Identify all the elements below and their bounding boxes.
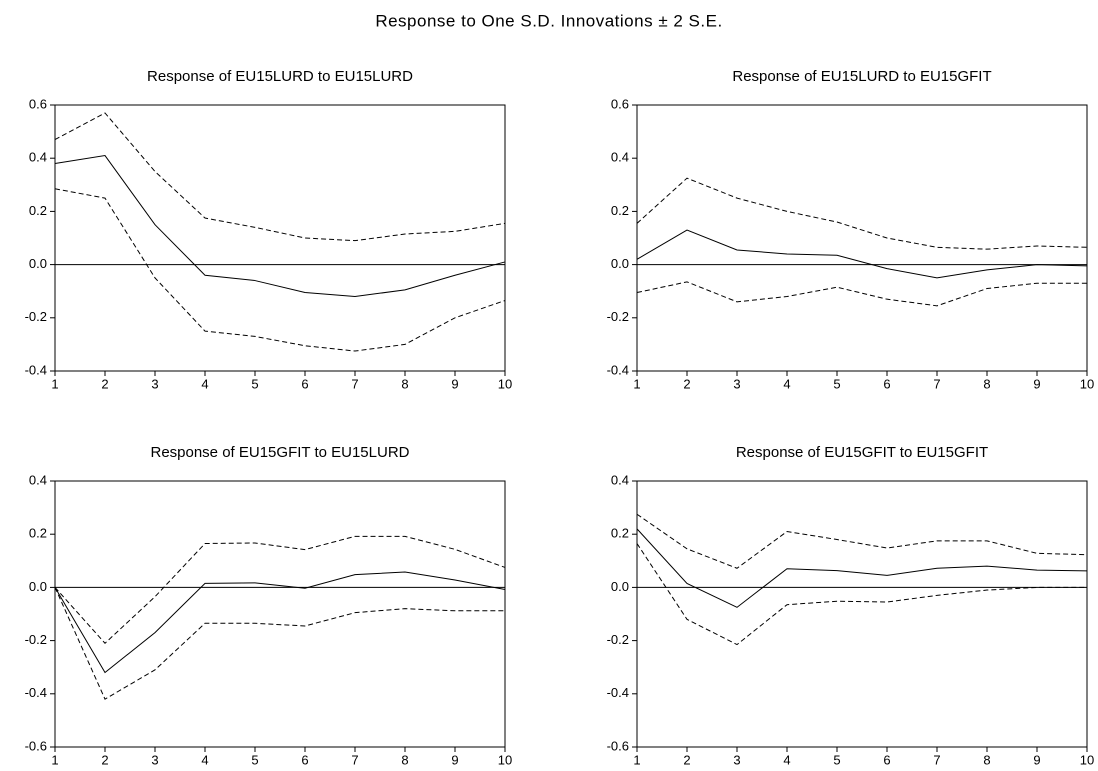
plot-frame	[636, 480, 1088, 748]
x-tick-label: 8	[401, 752, 408, 767]
x-tick-label: 5	[833, 376, 840, 391]
response-line	[54, 154, 506, 298]
x-tick-label: 7	[351, 752, 358, 767]
y-tick-label: -0.4	[25, 362, 47, 377]
y-tick-label: -0.2	[25, 309, 47, 324]
x-tick-label: 6	[301, 752, 308, 767]
plot-frame	[636, 104, 1088, 372]
x-tick-label: 1	[633, 376, 640, 391]
x-tick-label: 4	[783, 752, 790, 767]
figure-title: Response to One S.D. Innovations ± 2 S.E…	[375, 11, 722, 30]
band-line	[636, 513, 1088, 569]
response-line	[54, 571, 506, 674]
x-tick-label: 3	[733, 752, 740, 767]
x-tick-label: 2	[101, 376, 108, 391]
x-tick-label: 10	[498, 376, 512, 391]
x-tick-label: 8	[983, 752, 990, 767]
panel-title: Response of EU15GFIT to EU15LURD	[150, 444, 409, 461]
response-line	[636, 528, 1088, 608]
band-line	[54, 587, 505, 700]
y-tick-label: -0.4	[607, 685, 629, 700]
plot-frame	[54, 480, 506, 748]
x-tick-label: 10	[1080, 376, 1094, 391]
x-tick-label: 8	[401, 376, 408, 391]
x-tick-label: 7	[933, 752, 940, 767]
y-tick-label: 0.4	[611, 472, 629, 487]
y-tick-label: 0.4	[611, 150, 629, 165]
response-line	[636, 229, 1088, 279]
x-tick-label: 4	[201, 376, 208, 391]
x-tick-label: 6	[883, 752, 890, 767]
y-tick-label: 0.0	[29, 256, 47, 271]
x-tick-label: 9	[451, 376, 458, 391]
y-tick-label: -0.2	[607, 309, 629, 324]
y-tick-label: -0.2	[25, 632, 47, 647]
y-tick-label: 0.0	[611, 579, 629, 594]
x-tick-label: 4	[201, 752, 208, 767]
y-tick-label: 0.2	[29, 526, 47, 541]
y-tick-label: -0.4	[25, 685, 47, 700]
y-tick-label: 0.0	[611, 256, 629, 271]
band-line	[54, 188, 506, 352]
x-tick-label: 1	[51, 376, 58, 391]
x-tick-label: 4	[783, 376, 790, 391]
band-line	[636, 177, 1088, 250]
y-tick-label: -0.6	[25, 738, 47, 753]
x-tick-label: 10	[498, 752, 512, 767]
x-tick-label: 10	[1080, 752, 1094, 767]
y-tick-label: -0.2	[607, 632, 629, 647]
x-tick-label: 6	[301, 376, 308, 391]
y-tick-label: -0.4	[607, 362, 629, 377]
x-tick-label: 9	[451, 752, 458, 767]
x-tick-label: 5	[833, 752, 840, 767]
y-tick-label: 0.4	[29, 472, 47, 487]
x-tick-label: 5	[251, 376, 258, 391]
band-line	[636, 281, 1087, 307]
x-tick-label: 9	[1033, 376, 1040, 391]
x-tick-label: 2	[101, 752, 108, 767]
x-tick-label: 3	[151, 376, 158, 391]
x-tick-label: 3	[733, 376, 740, 391]
x-tick-label: 7	[933, 376, 940, 391]
x-tick-label: 2	[683, 752, 690, 767]
y-tick-label: 0.0	[29, 579, 47, 594]
x-tick-label: 3	[151, 752, 158, 767]
x-tick-label: 7	[351, 376, 358, 391]
x-tick-label: 8	[983, 376, 990, 391]
y-tick-label: 0.2	[611, 526, 629, 541]
x-tick-label: 2	[683, 376, 690, 391]
x-tick-label: 5	[251, 752, 258, 767]
x-tick-label: 1	[633, 752, 640, 767]
y-tick-label: 0.6	[611, 96, 629, 111]
band-line	[54, 112, 506, 242]
panel-title: Response of EU15LURD to EU15GFIT	[732, 68, 991, 85]
plot-frame	[54, 104, 506, 372]
y-tick-label: 0.2	[29, 203, 47, 218]
x-tick-label: 9	[1033, 752, 1040, 767]
y-tick-label: 0.4	[29, 150, 47, 165]
y-tick-label: -0.6	[607, 738, 629, 753]
x-tick-label: 6	[883, 376, 890, 391]
y-tick-label: 0.2	[611, 203, 629, 218]
y-tick-label: 0.6	[29, 96, 47, 111]
band-line	[54, 535, 506, 644]
band-line	[636, 543, 1087, 646]
panel-title: Response of EU15LURD to EU15LURD	[147, 68, 413, 85]
panel-title: Response of EU15GFIT to EU15GFIT	[736, 444, 988, 461]
x-tick-label: 1	[51, 752, 58, 767]
